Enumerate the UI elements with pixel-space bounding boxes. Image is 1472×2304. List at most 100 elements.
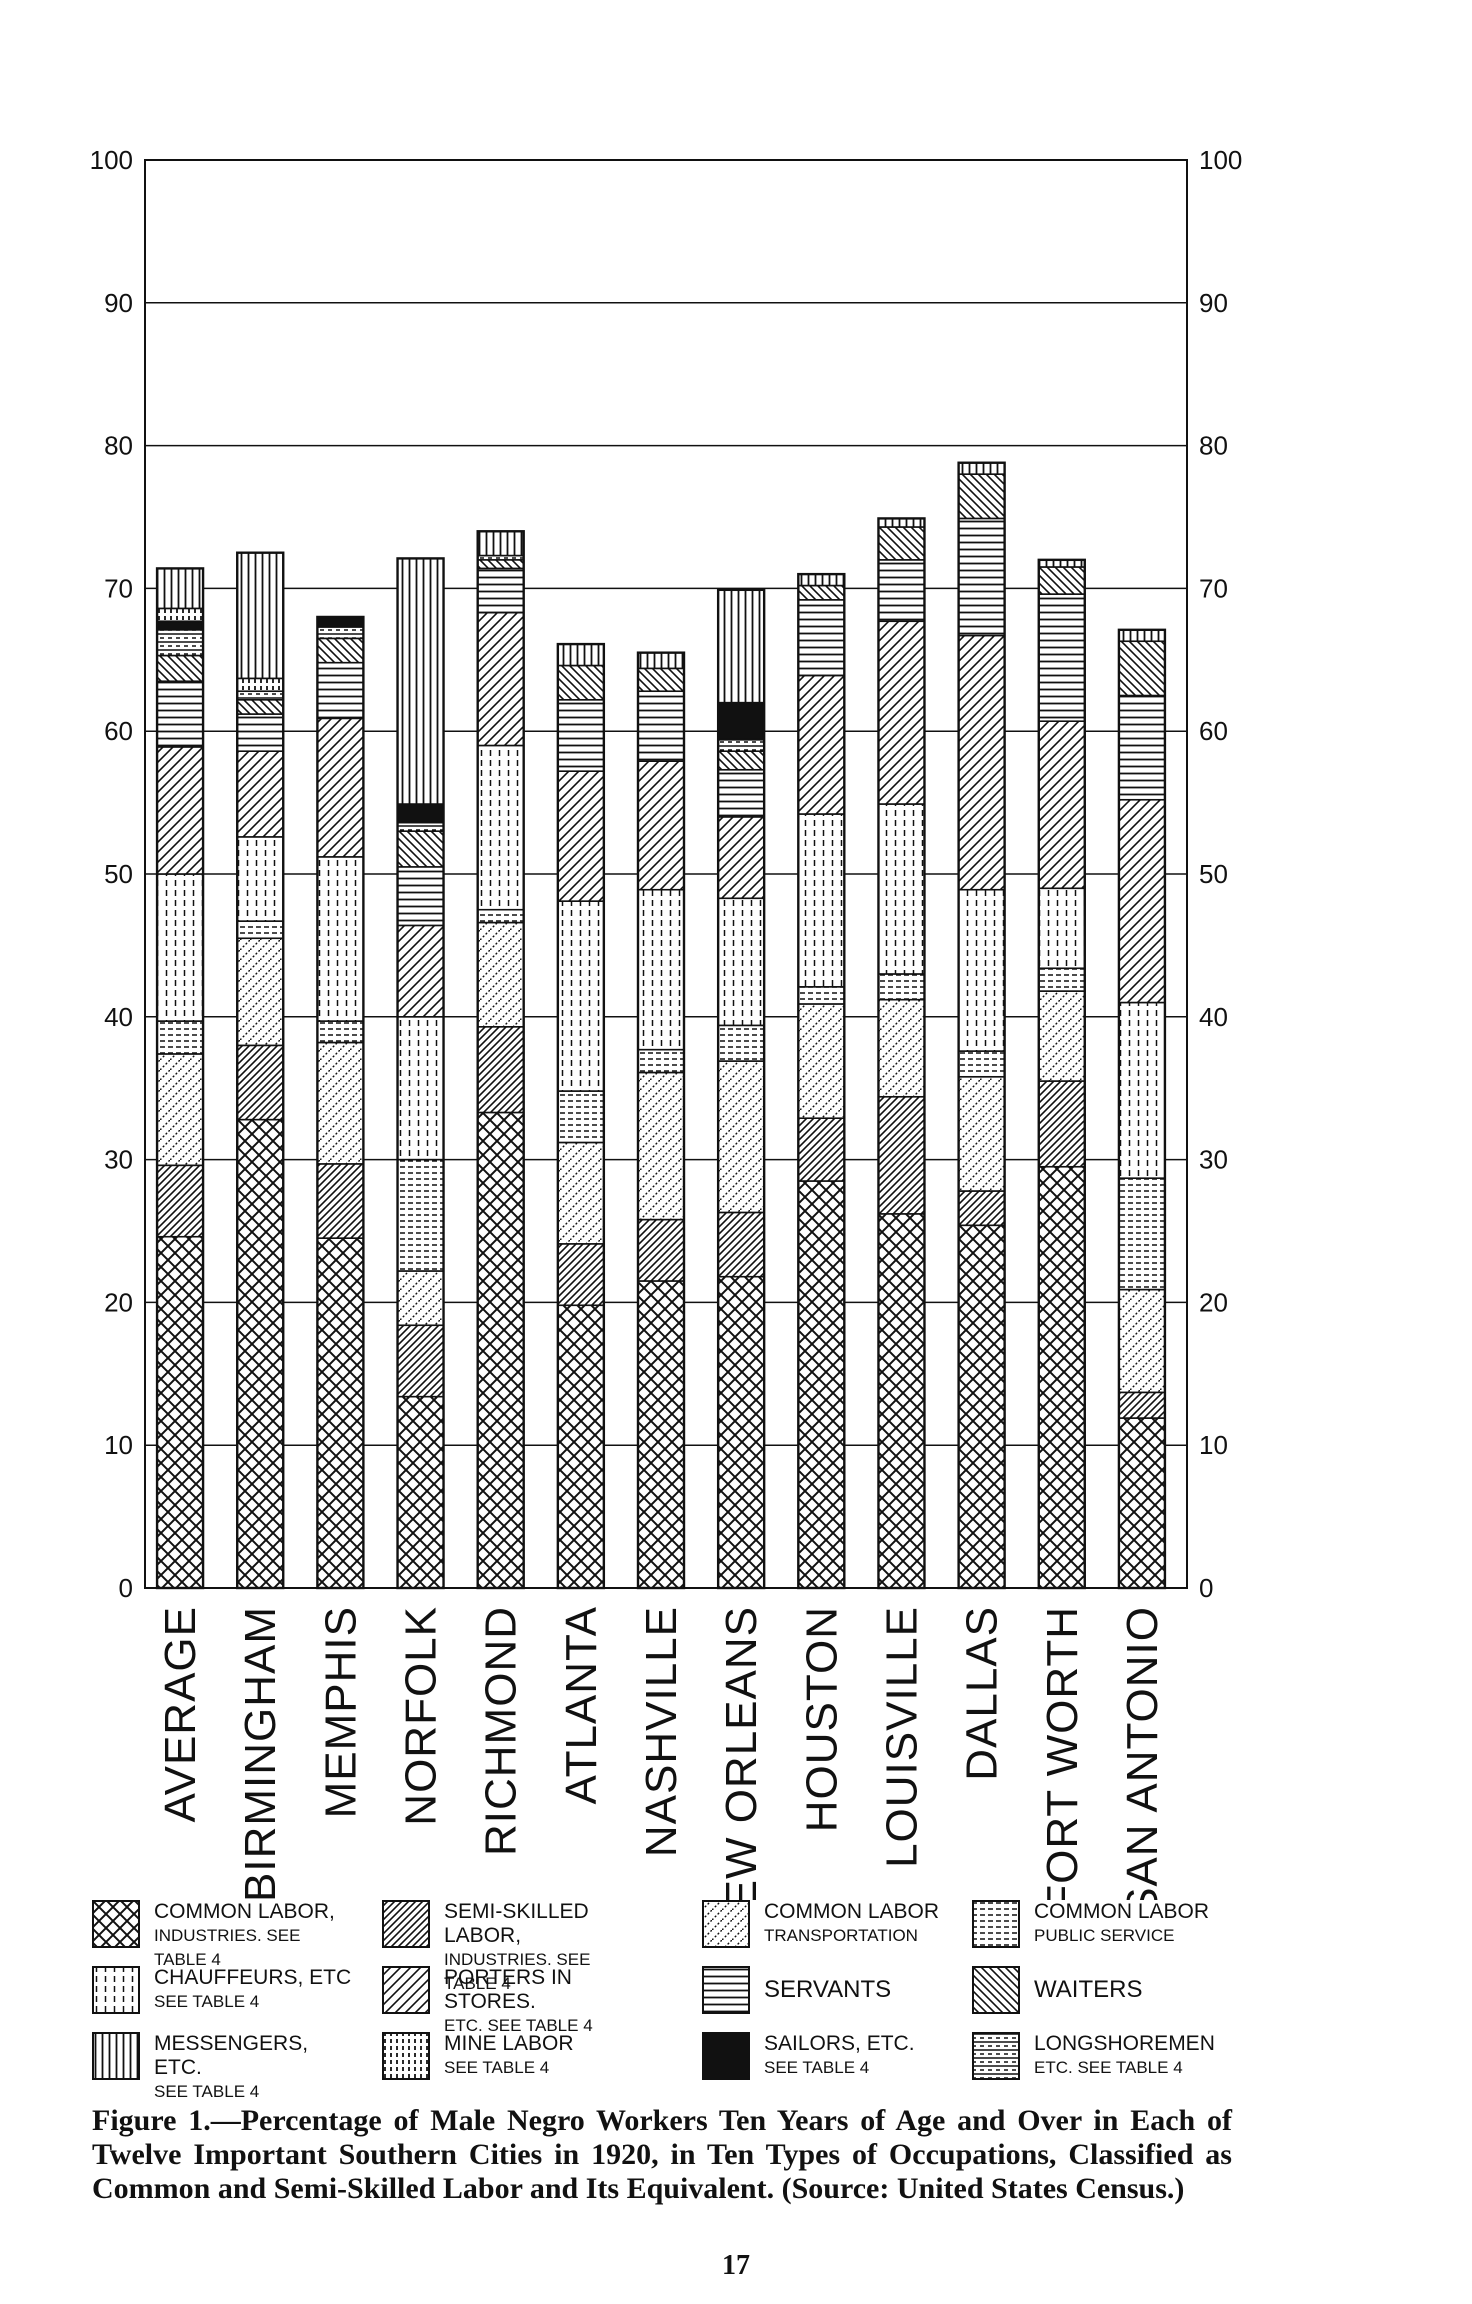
legend-item: CHAUFFEURS, ETC See Table 4 xyxy=(92,1966,354,2014)
bar-segment xyxy=(1118,1177,1166,1291)
x-tick-label: DALLAS xyxy=(958,1606,1007,1781)
bar-segment xyxy=(557,664,605,701)
y-tick-label-right: 80 xyxy=(1199,431,1228,461)
legend: COMMON LABOR, INDUSTRIES. See Table 4 SEMI… xyxy=(92,1900,1242,2101)
bar-stack-atlanta xyxy=(556,642,606,1590)
figure-caption: Figure 1.—Percentage of Male Negro Worke… xyxy=(92,2104,1232,2205)
bar-segment xyxy=(1118,629,1166,643)
bar-segment xyxy=(156,1235,204,1589)
x-tick-label: BIRMINGHAM xyxy=(236,1606,285,1900)
bar-segment xyxy=(156,620,204,631)
bar-segment xyxy=(396,821,445,832)
bar-segment xyxy=(557,1090,605,1144)
bar-segment xyxy=(797,1180,846,1589)
legend-swatch xyxy=(972,2032,1020,2080)
y-tick-label-right: 10 xyxy=(1199,1430,1228,1460)
bar-segment xyxy=(156,1053,204,1167)
legend-item: SERVANTS xyxy=(702,1966,964,2014)
bar-segment xyxy=(476,559,525,570)
y-tick-label-left: 20 xyxy=(104,1287,133,1317)
legend-label: SERVANTS xyxy=(764,1966,964,2002)
bar-segment xyxy=(236,750,285,838)
legend-swatch xyxy=(92,1900,140,1948)
bar-segment xyxy=(957,634,1006,891)
bar-segment xyxy=(156,680,204,748)
bar-segment xyxy=(1118,798,1166,1004)
bar-segment xyxy=(476,1111,525,1589)
bar-segment xyxy=(797,674,846,815)
legend-label-line2: See Table 4 xyxy=(764,2058,870,2077)
x-tick-label: AVERAGE xyxy=(156,1606,205,1822)
bar-segment xyxy=(1037,967,1086,992)
bar-segment xyxy=(637,1218,685,1282)
bar-segment xyxy=(1118,640,1166,697)
legend-label-line2: See Table 4 xyxy=(154,1992,260,2011)
bar-stack-fort-worth xyxy=(1037,558,1086,1590)
bar-stack-nashville xyxy=(636,651,686,1590)
bar-segment xyxy=(957,1075,1006,1192)
legend-swatch xyxy=(702,1900,750,1948)
bar-segment xyxy=(1118,1001,1166,1179)
bar-segment xyxy=(877,973,926,1001)
y-tick-label-right: 60 xyxy=(1199,716,1228,746)
legend-item: WAITERS xyxy=(972,1966,1234,2014)
bar-stack-richmond xyxy=(476,530,525,1590)
bar-segment xyxy=(236,1118,285,1589)
bar-segment xyxy=(236,920,285,940)
legend-label: PORTERS IN STORES. ETC. See Table 4 xyxy=(444,1966,644,2038)
bar-segment xyxy=(396,1015,445,1161)
bar-stack-memphis xyxy=(316,615,365,1590)
bar-segment xyxy=(156,746,204,875)
y-tick-label-left: 10 xyxy=(104,1430,133,1460)
bar-segment xyxy=(1037,593,1086,723)
bars xyxy=(155,461,1167,1590)
bar-segment xyxy=(637,667,685,693)
y-tick-label-right: 50 xyxy=(1199,859,1228,889)
bar-segment xyxy=(557,1243,605,1307)
bar-segment xyxy=(476,744,525,911)
legend-label-line1: PORTERS IN STORES. xyxy=(444,1966,572,2013)
stacked-bar-chart: 0 10 20 30 40 50 60 70 80 90 100 0 10 20 30 40 50 60 70 80… xyxy=(90,145,1243,1900)
legend-label: CHAUFFEURS, ETC See Table 4 xyxy=(154,1966,354,2014)
bar-segment xyxy=(156,629,204,657)
bar-segment xyxy=(156,873,204,1022)
legend-label-line1: COMMON LABOR xyxy=(764,1900,940,1923)
bar-segment xyxy=(156,607,204,623)
bar-stack-houston xyxy=(797,572,846,1590)
legend-label-line1: CHAUFFEURS, ETC xyxy=(154,1966,352,1989)
y-tick-label-right: 100 xyxy=(1199,145,1242,175)
legend-label-line2: INDUSTRIES. See Table 4 xyxy=(444,1950,591,1993)
bar-stack-norfolk xyxy=(396,557,445,1590)
bar-stack-average xyxy=(155,567,205,1590)
y-axis-right: 0 10 20 30 40 50 60 70 80 90 100 xyxy=(1199,145,1242,1603)
y-tick-label-left: 60 xyxy=(104,716,133,746)
bar-segment xyxy=(877,517,926,528)
bar-segment xyxy=(957,1050,1006,1078)
y-tick-label-left: 70 xyxy=(104,573,133,603)
bar-segment xyxy=(476,567,525,614)
bar-segment xyxy=(316,1041,365,1165)
bar-segment xyxy=(717,816,765,900)
bar-segment xyxy=(476,530,525,557)
bar-segment xyxy=(797,573,846,587)
x-tick-label: FORT WORTH xyxy=(1038,1606,1087,1900)
legend-label: COMMON LABOR, INDUSTRIES. See Table 4 xyxy=(154,1900,354,1972)
bar-segment xyxy=(717,897,765,1027)
y-tick-label-left: 0 xyxy=(119,1573,133,1603)
bar-segment xyxy=(1118,1417,1166,1589)
y-tick-label-left: 80 xyxy=(104,431,133,461)
legend-label-line2: See Table 4 xyxy=(154,2082,260,2101)
y-tick-label-left: 40 xyxy=(104,1002,133,1032)
bar-segment xyxy=(1118,1288,1166,1394)
legend-swatch xyxy=(382,1900,430,1948)
bar-segment xyxy=(156,1164,204,1238)
legend-label: SAILORS, ETC. See Table 4 xyxy=(764,2032,964,2080)
legend-label: MINE LABOR See Table 4 xyxy=(444,2032,644,2080)
bar-segment xyxy=(797,1003,846,1119)
legend-item: MESSENGERS, ETC. See Table 4 xyxy=(92,2032,354,2104)
bar-segment xyxy=(557,900,605,1092)
legend-swatch xyxy=(972,1900,1020,1948)
legend-label: COMMON LABOR PUBLIC SERVICE xyxy=(1034,1900,1234,1948)
bar-segment xyxy=(717,1275,765,1589)
legend-label-line1: SERVANTS xyxy=(764,1976,892,2003)
